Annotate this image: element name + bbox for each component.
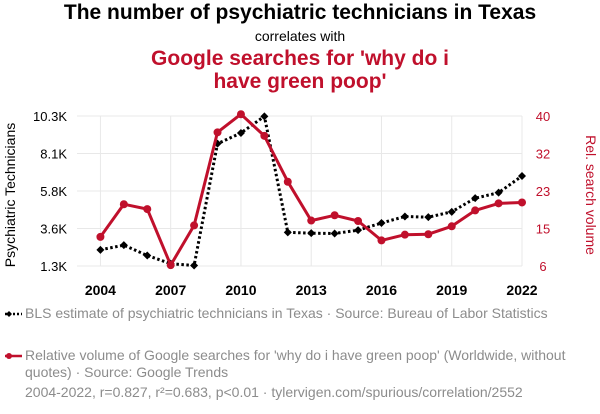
data-point-technicians [447, 207, 456, 216]
x-tick-label: 2022 [506, 282, 537, 298]
x-tick-label: 2004 [85, 282, 116, 298]
data-point-technicians [400, 212, 409, 221]
data-point-searches [96, 232, 105, 241]
data-point-searches [143, 205, 152, 214]
y-left-tick-label: 10.3K [33, 109, 67, 124]
legend-swatch-black-dotted-icon [5, 311, 22, 317]
y-right-tick-label: 40 [536, 109, 550, 124]
data-point-searches [354, 217, 363, 225]
data-point-technicians [119, 241, 128, 250]
y-right-tick-label: 6 [539, 259, 546, 274]
footer-stats: 2004-2022, r=0.827, r²=0.683, p<0.01 · t… [25, 384, 523, 400]
data-point-technicians [330, 229, 339, 238]
data-point-technicians [494, 188, 503, 197]
y-left-axis-label: Psychiatric Technicians [2, 123, 18, 267]
data-point-searches [283, 177, 292, 186]
y-right-tick-label: 15 [536, 222, 550, 237]
x-tick-label: 2019 [436, 282, 467, 298]
data-point-searches [377, 236, 386, 245]
data-point-technicians [471, 194, 480, 203]
y-right-axis-label: Rel. search volume [583, 135, 599, 255]
data-point-technicians [96, 245, 105, 254]
data-point-searches [471, 206, 480, 215]
legend-text-technicians: BLS estimate of psychiatric technicians … [25, 305, 548, 321]
data-point-technicians [190, 261, 199, 270]
data-point-technicians [307, 229, 316, 238]
data-point-searches [190, 221, 199, 230]
data-point-searches [330, 211, 339, 220]
data-point-searches [166, 261, 175, 270]
legend-text-searches: Relative volume of Google searches for '… [25, 347, 566, 380]
y-left-tick-label: 5.8K [40, 184, 67, 199]
y-left-tick-label: 8.1K [40, 147, 67, 162]
y-right-tick-label: 23 [536, 184, 550, 199]
data-point-searches [213, 128, 222, 137]
legend-item-searches: Relative volume of Google searches for '… [4, 347, 596, 381]
data-point-technicians [260, 112, 269, 121]
data-point-searches [260, 131, 269, 140]
data-point-searches [424, 230, 433, 239]
data-point-searches [518, 198, 526, 207]
x-tick-label: 2007 [155, 282, 186, 298]
data-point-searches [119, 200, 128, 209]
chart-subtitle: correlates with [254, 28, 346, 44]
data-point-searches [307, 216, 316, 225]
data-point-searches [400, 230, 409, 239]
data-point-searches [494, 199, 503, 208]
data-point-technicians [518, 172, 526, 180]
legend-item-technicians: BLS estimate of psychiatric technicians … [4, 305, 596, 322]
legend-swatch-red-solid-icon [5, 353, 22, 359]
data-point-searches [236, 110, 245, 119]
data-point-technicians [236, 129, 245, 137]
x-tick-label: 2016 [366, 282, 397, 298]
data-point-technicians [354, 226, 363, 235]
data-point-technicians [283, 228, 292, 237]
data-point-technicians [424, 213, 433, 222]
data-point-technicians [143, 251, 152, 260]
x-tick-label: 2010 [225, 282, 256, 298]
data-point-technicians [377, 219, 386, 227]
chart-title: The number of psychiatric technicians in… [63, 1, 537, 24]
chart-title-secondary: Google searches for 'why do i have green… [151, 47, 449, 93]
y-left-tick-label: 1.3K [40, 259, 67, 274]
data-point-searches [447, 222, 456, 231]
y-right-tick-label: 32 [536, 147, 550, 162]
x-tick-label: 2013 [296, 282, 327, 298]
y-left-tick-label: 3.6K [40, 222, 67, 237]
